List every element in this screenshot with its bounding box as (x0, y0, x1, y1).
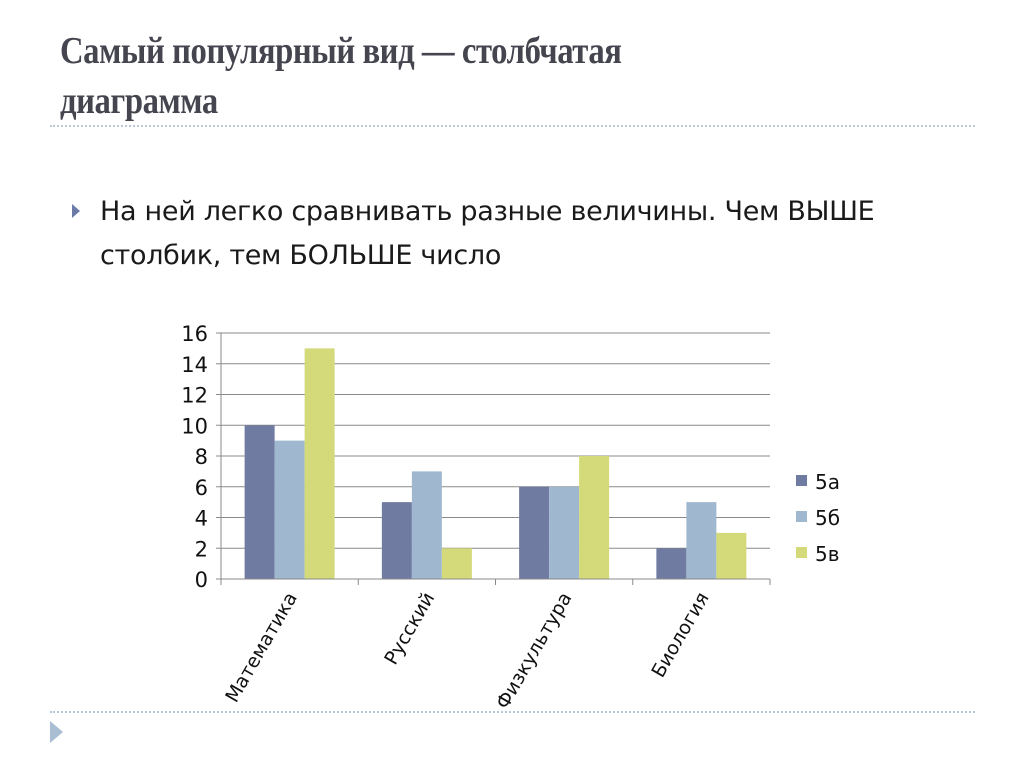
x-axis: Математика Русский Физкультура Биология (220, 578, 771, 713)
bar (549, 486, 580, 579)
bar (579, 456, 610, 579)
chart-legend: 5а 5б 5в (796, 470, 840, 566)
y-tick-label: 2 (195, 537, 208, 561)
legend-label: 5б (815, 506, 840, 530)
title-line-1: Самый популярный вид — столбчатая (60, 30, 622, 72)
bar (686, 502, 717, 579)
y-tick-label: 0 (195, 568, 208, 592)
x-category-label: Русский (380, 589, 439, 669)
x-category-label: Физкультура (492, 589, 576, 713)
bar (244, 425, 275, 579)
bullet-line-2: столбик, тем БОЛЬШЕ число (100, 240, 502, 271)
title-line-2: диаграмма (60, 80, 218, 122)
legend-label: 5а (815, 470, 840, 494)
bar (274, 440, 305, 579)
triangle-nav-icon (50, 721, 63, 743)
slide-title: Самый популярный вид — столбчатая диагра… (60, 26, 834, 126)
title-divider (50, 125, 975, 127)
y-tick-label: 16 (181, 322, 208, 346)
bar (441, 548, 472, 579)
y-axis: 0 2 4 6 8 10 12 14 16 (181, 322, 222, 592)
bar (411, 471, 442, 579)
x-category-label: Биология (647, 589, 713, 682)
y-tick-label: 4 (195, 507, 208, 531)
y-tick-label: 8 (195, 445, 208, 469)
legend-swatch (796, 511, 807, 522)
legend-swatch (796, 475, 807, 486)
y-tick-label: 12 (181, 384, 208, 408)
x-category-label: Математика (221, 589, 302, 707)
bar (381, 502, 412, 579)
chart-bars (244, 348, 747, 579)
triangle-bullet-icon (72, 204, 80, 218)
bottom-divider (50, 711, 975, 713)
legend-label: 5в (815, 542, 840, 566)
bullet-text: На ней легко сравнивать разные величины.… (100, 190, 1000, 278)
y-tick-label: 14 (181, 353, 208, 377)
bar (304, 348, 335, 579)
y-tick-label: 6 (195, 476, 208, 500)
y-tick-label: 10 (181, 414, 208, 438)
bar (716, 532, 747, 579)
bar (519, 486, 550, 579)
bar (656, 548, 687, 579)
legend-swatch (796, 547, 807, 558)
bullet-line-1: На ней легко сравнивать разные величины.… (100, 196, 875, 227)
